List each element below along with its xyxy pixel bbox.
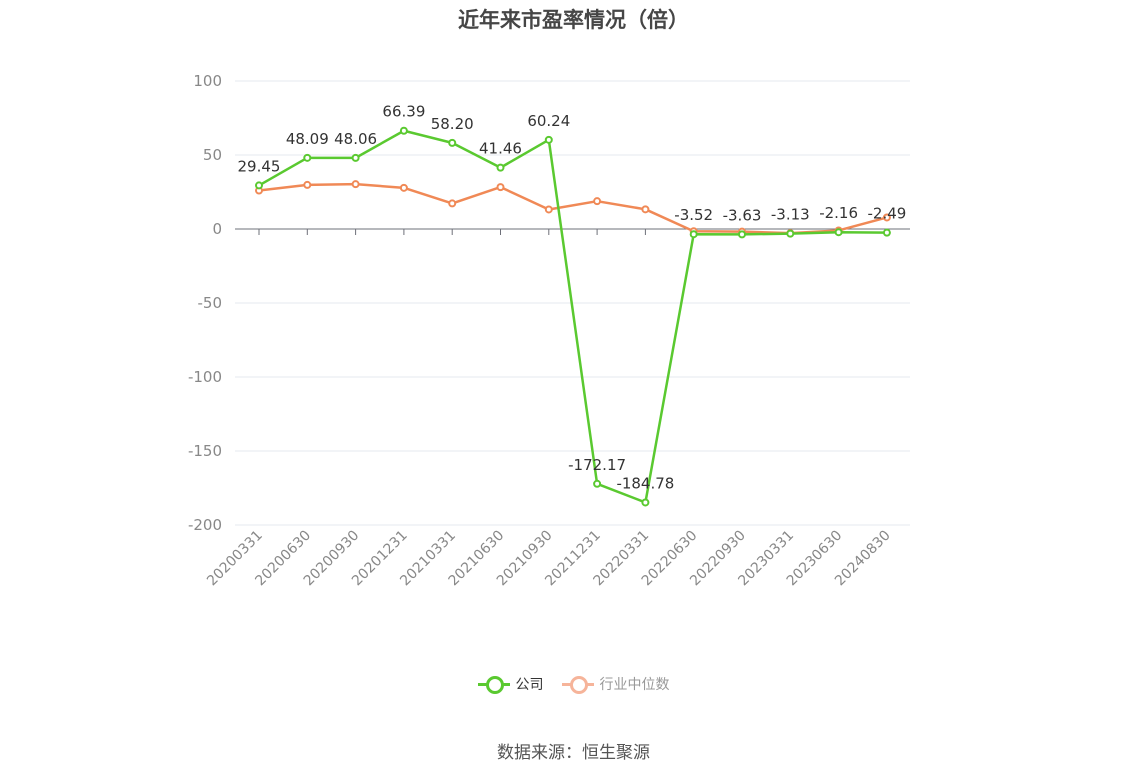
data-point-company [593, 479, 602, 488]
data-point-company [641, 498, 650, 507]
data-label: 58.20 [431, 115, 474, 133]
series-line-company [258, 129, 887, 504]
data-point-industry [399, 183, 408, 192]
data-label: 48.06 [334, 130, 377, 148]
data-point-industry [882, 213, 891, 222]
y-tick-label: -200 [188, 516, 222, 534]
data-source: 数据来源：恒生聚源 [497, 743, 650, 763]
y-tick-label: -50 [198, 294, 223, 312]
data-point-industry [593, 197, 602, 206]
data-label: -184.78 [616, 474, 674, 492]
data-point-company [738, 230, 746, 239]
data-label: -2.16 [819, 204, 858, 222]
legend-company-symbol-icon [477, 672, 510, 696]
data-point-company [689, 230, 698, 239]
chart-title: 近年来市盈率情况（倍） [458, 8, 689, 32]
data-point-company [448, 138, 457, 147]
y-tick-label: 50 [203, 146, 222, 164]
legend-item-company[interactable]: 公司 [477, 672, 544, 696]
legend-industry-symbol-icon [561, 672, 594, 696]
data-point-company [544, 135, 553, 144]
legend-company-label: 公司 [515, 677, 544, 693]
data-point-industry [351, 180, 360, 189]
series-layer [255, 126, 891, 507]
y-tick-label: 0 [212, 220, 222, 238]
data-label: -3.13 [771, 206, 810, 224]
data-label: 48.09 [286, 130, 329, 148]
data-point-company [496, 163, 505, 172]
y-tick-label: -150 [188, 442, 222, 460]
data-label: 29.45 [238, 157, 281, 175]
data-label: -3.63 [723, 206, 762, 224]
data-point-industry [641, 205, 650, 214]
data-point-company [303, 153, 312, 162]
data-label-layer: 29.45 48.09 48.06 66.39 58.20 41.46 60.24 -172.… [238, 103, 907, 493]
data-point-company [882, 228, 891, 237]
data-label: -3.52 [674, 206, 713, 224]
data-point-company [351, 153, 360, 162]
data-point-industry [303, 180, 312, 189]
legend-industry-label: 行业中位数 [599, 677, 670, 693]
legend-item-industry[interactable]: 行业中位数 [561, 672, 670, 696]
y-tick-label: -100 [188, 368, 222, 386]
data-point-company [255, 181, 263, 190]
y-tick-label: 100 [193, 72, 222, 90]
data-label: 66.39 [382, 103, 425, 121]
data-label: -172.17 [568, 456, 626, 474]
data-label: 60.24 [527, 112, 570, 130]
data-label: 41.46 [479, 140, 522, 158]
data-point-industry [496, 183, 505, 192]
data-label: -2.49 [867, 205, 906, 223]
line-chart: 100500-50-100-150-2002020033120200630202… [188, 72, 910, 589]
data-point-company [786, 229, 795, 238]
data-point-company [834, 228, 843, 237]
data-point-company [399, 126, 408, 135]
legend: 公司 行业中位数 [0, 672, 1147, 696]
data-point-industry [544, 205, 553, 214]
data-point-industry [448, 199, 457, 208]
